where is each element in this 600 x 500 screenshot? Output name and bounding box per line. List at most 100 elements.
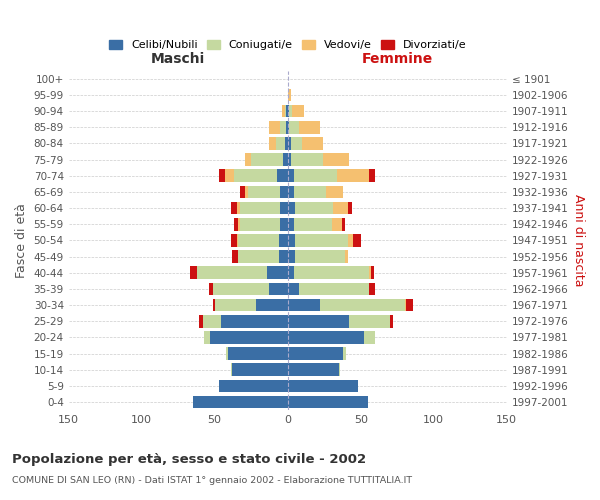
Bar xyxy=(287,282,299,295)
Bar xyxy=(370,266,371,279)
Text: Maschi: Maschi xyxy=(151,52,205,66)
Bar xyxy=(287,154,290,166)
Bar xyxy=(339,364,340,376)
Bar xyxy=(299,282,370,295)
Bar xyxy=(256,299,287,312)
Bar xyxy=(289,121,299,134)
Bar xyxy=(280,202,287,214)
Bar xyxy=(287,121,289,134)
Bar xyxy=(232,364,287,376)
Bar xyxy=(349,315,390,328)
Bar xyxy=(293,218,331,230)
Bar xyxy=(347,202,352,214)
Bar xyxy=(267,266,287,279)
Bar xyxy=(221,315,287,328)
Bar xyxy=(337,170,370,182)
Bar xyxy=(323,154,349,166)
Bar xyxy=(285,137,287,149)
Bar xyxy=(293,266,370,279)
Bar xyxy=(225,170,233,182)
Bar xyxy=(280,121,286,134)
Bar xyxy=(287,202,295,214)
Bar xyxy=(292,105,304,118)
Text: Femmine: Femmine xyxy=(362,52,433,66)
Bar xyxy=(197,266,267,279)
Bar xyxy=(236,234,238,246)
Bar xyxy=(279,234,287,246)
Bar xyxy=(190,266,197,279)
Bar xyxy=(370,282,376,295)
Bar xyxy=(290,137,302,149)
Bar xyxy=(326,186,343,198)
Bar xyxy=(269,121,280,134)
Bar xyxy=(371,266,374,279)
Bar xyxy=(295,250,344,263)
Bar xyxy=(231,234,236,246)
Bar xyxy=(347,234,353,246)
Bar xyxy=(390,315,393,328)
Bar xyxy=(286,121,287,134)
Bar xyxy=(344,250,347,263)
Bar xyxy=(231,202,236,214)
Bar xyxy=(287,315,349,328)
Bar xyxy=(211,331,287,344)
Bar xyxy=(287,88,290,101)
Bar xyxy=(277,170,287,182)
Bar xyxy=(287,396,368,408)
Bar xyxy=(239,186,245,198)
Bar xyxy=(238,234,279,246)
Bar xyxy=(286,105,287,118)
Text: Popolazione per età, sesso e stato civile - 2002: Popolazione per età, sesso e stato civil… xyxy=(12,452,366,466)
Bar xyxy=(287,170,293,182)
Bar xyxy=(276,137,285,149)
Y-axis label: Fasce di età: Fasce di età xyxy=(15,203,28,278)
Bar xyxy=(333,202,347,214)
Bar xyxy=(209,282,213,295)
Bar xyxy=(290,154,323,166)
Bar xyxy=(239,202,280,214)
Bar xyxy=(287,380,358,392)
Bar xyxy=(245,186,248,198)
Bar xyxy=(213,282,269,295)
Bar xyxy=(287,186,293,198)
Bar xyxy=(280,186,287,198)
Bar xyxy=(203,315,221,328)
Bar xyxy=(280,218,287,230)
Bar xyxy=(287,250,295,263)
Bar xyxy=(199,315,203,328)
Bar xyxy=(226,348,228,360)
Bar xyxy=(343,348,346,360)
Bar xyxy=(287,364,339,376)
Y-axis label: Anni di nascita: Anni di nascita xyxy=(572,194,585,286)
Text: COMUNE DI SAN LEO (RN) - Dati ISTAT 1° gennaio 2002 - Elaborazione TUTTITALIA.IT: COMUNE DI SAN LEO (RN) - Dati ISTAT 1° g… xyxy=(12,476,412,485)
Bar xyxy=(193,396,287,408)
Bar xyxy=(205,331,211,344)
Bar xyxy=(238,250,279,263)
Bar xyxy=(285,105,286,118)
Bar xyxy=(215,299,256,312)
Bar xyxy=(289,105,292,118)
Bar xyxy=(293,186,326,198)
Bar xyxy=(269,282,287,295)
Bar xyxy=(299,121,320,134)
Bar xyxy=(245,154,251,166)
Bar xyxy=(364,331,376,344)
Bar xyxy=(370,170,376,182)
Bar xyxy=(331,218,342,230)
Bar xyxy=(287,234,295,246)
Bar xyxy=(302,137,323,149)
Bar xyxy=(287,299,320,312)
Bar xyxy=(353,234,361,246)
Bar xyxy=(293,170,337,182)
Bar xyxy=(219,380,287,392)
Bar xyxy=(232,250,238,263)
Bar xyxy=(219,170,225,182)
Bar xyxy=(236,202,239,214)
Bar xyxy=(287,266,293,279)
Bar xyxy=(287,137,290,149)
Bar xyxy=(239,218,280,230)
Bar xyxy=(404,299,406,312)
Bar xyxy=(238,218,239,230)
Bar xyxy=(228,348,287,360)
Bar xyxy=(279,250,287,263)
